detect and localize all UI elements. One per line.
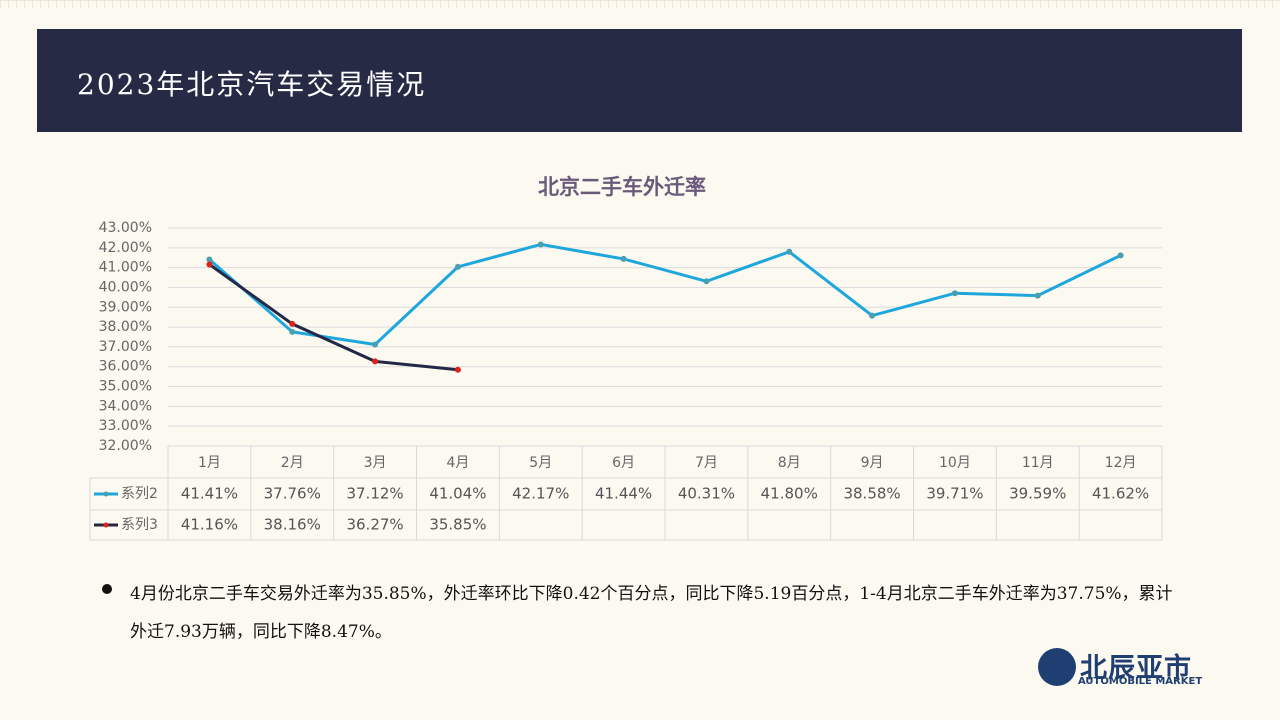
header-title: 2023年北京汽车交易情况	[77, 68, 427, 101]
marker	[537, 241, 544, 248]
series-line	[208, 242, 1122, 347]
table-value: 39.59%	[1009, 485, 1066, 503]
legend-marker	[103, 522, 109, 528]
y-tick-label: 38.00%	[99, 319, 152, 335]
logo-subtitle: AUTOMOBILE MARKET	[1078, 676, 1203, 687]
marker	[869, 312, 876, 319]
y-tick-label: 43.00%	[99, 220, 152, 236]
bullet-text: 4月份北京二手车交易外迁率为35.85%，外迁率环比下降0.42个百分点，同比下…	[130, 584, 1173, 642]
y-tick-label: 39.00%	[99, 299, 152, 315]
table-value: 41.80%	[761, 485, 818, 503]
x-tick-label: 9月	[861, 455, 884, 471]
y-tick-label: 34.00%	[99, 398, 152, 414]
table-value: 41.62%	[1092, 485, 1149, 503]
x-tick-label: 11月	[1022, 455, 1054, 471]
legend-label: 系列2	[121, 486, 158, 502]
table-value: 41.16%	[181, 516, 238, 534]
table-value: 41.41%	[181, 485, 238, 503]
y-tick-label: 33.00%	[99, 418, 152, 434]
x-tick-label: 4月	[446, 455, 469, 471]
marker	[372, 358, 379, 365]
chart-title: 北京二手车外迁率	[538, 175, 706, 199]
x-tick-label: 12月	[1105, 455, 1137, 471]
table-value: 38.58%	[843, 485, 900, 503]
marker	[372, 341, 379, 348]
marker	[454, 366, 461, 373]
marker	[289, 328, 296, 335]
legend-marker	[103, 491, 109, 497]
table-value: 35.85%	[429, 516, 486, 534]
x-tick-label: 5月	[529, 455, 552, 471]
x-tick-label: 6月	[612, 455, 635, 471]
background	[0, 104, 1280, 720]
table-value: 41.04%	[429, 485, 486, 503]
marker	[951, 290, 958, 297]
y-tick-label: 37.00%	[99, 339, 152, 355]
table-value: 42.17%	[512, 485, 569, 503]
bullet-dot	[102, 584, 112, 594]
marker	[206, 256, 213, 263]
series-line	[208, 263, 459, 372]
table-value: 37.12%	[346, 485, 403, 503]
logo-icon	[1038, 648, 1076, 686]
y-tick-label: 36.00%	[99, 359, 152, 375]
marker	[206, 261, 213, 268]
legend-label: 系列3	[121, 517, 158, 533]
logo-name: 北辰亚市	[1080, 653, 1192, 684]
marker	[620, 255, 627, 262]
x-tick-label: 7月	[695, 455, 718, 471]
x-tick-label: 8月	[778, 455, 801, 471]
header-band: 2023年北京汽车交易情况	[37, 29, 1242, 132]
marker	[1117, 252, 1124, 259]
y-tick-label: 35.00%	[99, 379, 152, 395]
x-tick-label: 1月	[198, 455, 221, 471]
table-value: 38.16%	[264, 516, 321, 534]
y-tick-label: 42.00%	[99, 240, 152, 256]
marker	[289, 320, 296, 327]
marker	[1034, 292, 1041, 299]
y-tick-label: 41.00%	[99, 260, 152, 276]
marker	[786, 248, 793, 255]
y-tick-label: 32.00%	[99, 438, 152, 454]
table-value: 40.31%	[678, 485, 735, 503]
x-tick-label: 10月	[939, 455, 971, 471]
x-tick-label: 2月	[281, 455, 304, 471]
marker	[454, 263, 461, 270]
table-value: 41.44%	[595, 485, 652, 503]
marker	[703, 278, 710, 285]
table-value: 37.76%	[264, 485, 321, 503]
table-value: 36.27%	[346, 516, 403, 534]
y-tick-label: 40.00%	[99, 279, 152, 295]
table-value: 39.71%	[926, 485, 983, 503]
x-tick-label: 3月	[364, 455, 387, 471]
